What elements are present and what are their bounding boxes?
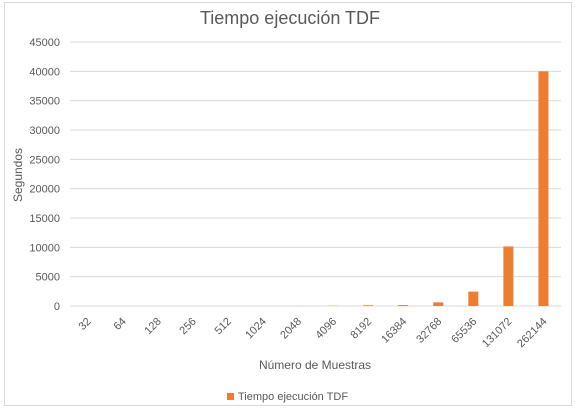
legend-label: Tiempo ejecución TDF (238, 391, 348, 403)
bar (503, 246, 514, 306)
y-tick-label: 45000 (29, 37, 60, 49)
y-tick-label: 20000 (29, 184, 60, 196)
bars (222, 71, 549, 306)
y-axis-label: Segundos (11, 148, 25, 202)
chart-title: Tiempo ejecución TDF (200, 8, 380, 28)
bar (468, 291, 479, 306)
y-axis-ticks: 0 5000 10000 15000 20000 25000 30000 35000 40000… (29, 37, 60, 313)
bar (363, 305, 374, 306)
y-tick-label: 35000 (29, 96, 60, 108)
x-axis-label: Número de Muestras (259, 358, 371, 372)
gridlines (70, 41, 561, 307)
x-tick-label: 262144 (515, 316, 549, 350)
x-tick-label: 4096 (313, 316, 339, 342)
y-tick-label: 30000 (29, 125, 60, 137)
x-tick-label: 32 (77, 316, 94, 333)
legend-swatch (227, 393, 234, 400)
y-tick-label: 5000 (36, 272, 60, 284)
x-tick-label: 1024 (243, 316, 269, 342)
x-tick-label: 16384 (379, 316, 409, 346)
bar (433, 302, 444, 306)
x-tick-label: 512 (212, 316, 233, 337)
x-tick-label: 128 (142, 316, 163, 337)
x-tick-label: 65536 (449, 316, 479, 346)
x-axis-ticks: 32 64 128 256 512 1024 2048 4096 8192 16384 32768 6… (77, 316, 550, 350)
x-tick-label: 131072 (480, 316, 514, 350)
x-tick-label: 2048 (278, 316, 304, 342)
bar (538, 71, 549, 306)
y-tick-label: 40000 (29, 66, 60, 78)
bar (398, 305, 409, 306)
chart-area (4, 2, 572, 406)
x-tick-label: 32768 (414, 316, 444, 346)
y-tick-label: 0 (54, 301, 60, 313)
x-tick-label: 256 (177, 316, 198, 337)
y-tick-label: 25000 (29, 154, 60, 166)
y-tick-label: 15000 (29, 213, 60, 225)
x-tick-label: 64 (112, 316, 129, 333)
y-tick-label: 10000 (29, 242, 60, 254)
x-tick-label: 8192 (348, 316, 374, 342)
legend: Tiempo ejecución TDF (227, 391, 348, 403)
